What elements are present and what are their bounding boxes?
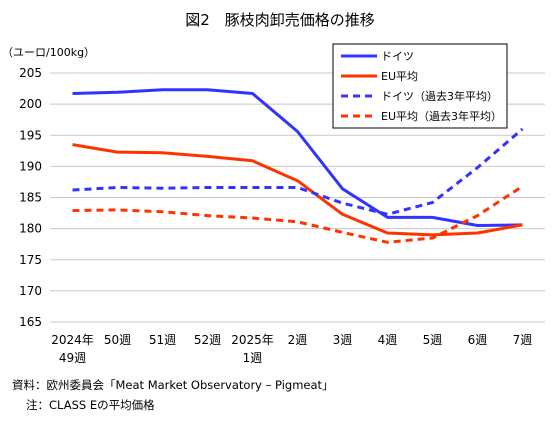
legend-label: EU平均: [381, 70, 418, 83]
x-tick-label: 50週: [104, 333, 131, 347]
series-line-4: [72, 185, 524, 244]
footnote: 注：CLASS Eの平均価格: [26, 398, 155, 412]
x-tick-label: 2024年 49週: [51, 333, 94, 365]
legend-label: EU平均（過去3年平均）: [381, 109, 502, 123]
x-tick-label: 6週: [468, 333, 488, 347]
grid-lines: [50, 72, 545, 323]
y-tick-label: 185: [19, 191, 42, 205]
chart-title: 図2 豚枝肉卸売価格の推移: [185, 11, 375, 29]
series-line-2: [72, 143, 523, 237]
y-axis-unit-label: （ユーロ/100kg）: [2, 46, 95, 59]
x-tick-label: 7週: [513, 333, 533, 347]
y-tick-label: 200: [19, 97, 42, 111]
y-tick-label: 205: [19, 66, 42, 80]
source-note: 資料：欧州委員会「Meat Market Observatory – Pigme…: [12, 378, 334, 392]
y-tick-label: 175: [19, 253, 42, 267]
x-axis-ticks: 2024年 49週 50週 51週 52週 2025年 1週 2週 3週 4週 5週 6週 7週: [51, 333, 532, 365]
x-tick-label: 3週: [333, 333, 353, 347]
y-tick-label: 195: [19, 128, 42, 142]
y-axis-ticks: 165 170 175 180 185 190 195 200 205: [19, 66, 42, 329]
series-lines: [72, 88, 524, 244]
x-tick-label: 2025年 1週: [231, 333, 274, 365]
series-line-3: [72, 127, 524, 216]
x-tick-label: 51週: [149, 333, 176, 347]
x-tick-label: 4週: [378, 333, 398, 347]
series-line-1: [72, 88, 523, 227]
legend-box: [332, 43, 508, 129]
x-tick-label: 2週: [288, 333, 308, 347]
y-tick-label: 165: [19, 315, 42, 329]
x-tick-label: 5週: [423, 333, 443, 347]
legend-label: ドイツ: [381, 50, 414, 63]
y-tick-label: 190: [19, 159, 42, 173]
legend-label: ドイツ（過去3年平均）: [381, 89, 498, 103]
y-tick-label: 170: [19, 284, 42, 298]
x-tick-label: 52週: [194, 333, 221, 347]
y-tick-label: 180: [19, 222, 42, 236]
